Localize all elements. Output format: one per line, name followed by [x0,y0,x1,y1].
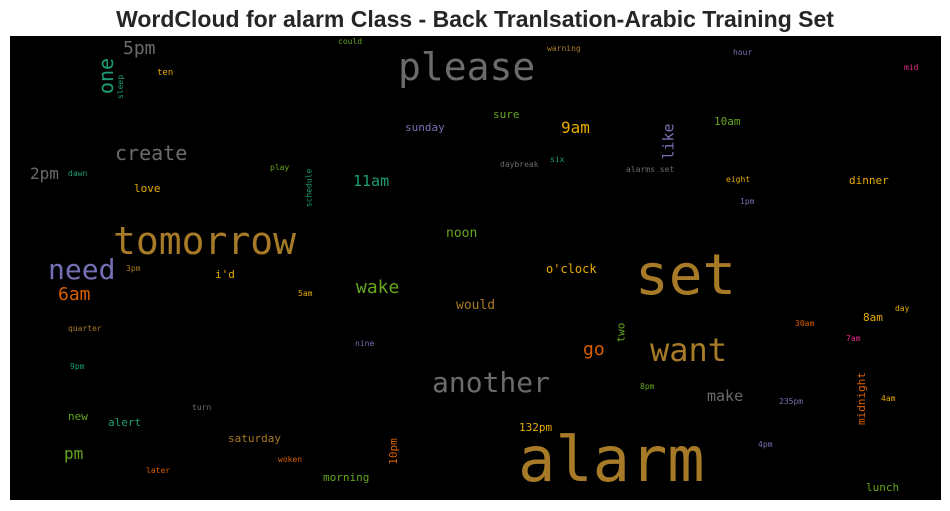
cloud-word: sunday [405,121,445,134]
cloud-word: 10am [714,115,741,128]
cloud-word: eight [726,175,751,184]
cloud-word: 7am [846,334,861,343]
chart-title: WordCloud for alarm Class - Back Tranlsa… [116,6,834,32]
cloud-word: ten [157,68,174,78]
cloud-word: 2pm [30,164,59,183]
cloud-word: 4pm [758,440,773,449]
cloud-word: sure [493,108,520,121]
cloud-word: sleep [116,74,126,100]
cloud-word: 4am [881,394,896,403]
cloud-word: 1pm [740,197,755,206]
cloud-word: quarter [68,324,102,333]
cloud-word: go [583,339,605,360]
cloud-word: make [707,387,744,405]
cloud-word: mid [904,63,919,72]
cloud-word: turn [192,403,212,412]
cloud-word: alarms set [626,165,675,174]
cloud-word: 11am [353,172,390,190]
cloud-word: alarm [518,423,705,496]
cloud-word: morning [323,471,370,484]
word-cloud-canvas: alarm set tomorrow please want another need cre… [10,36,941,500]
cloud-word: tomorrow [113,219,297,263]
cloud-word: could [338,37,363,46]
cloud-word: later [146,466,171,475]
cloud-word: schedule [304,168,314,208]
cloud-word: daybreak [500,160,539,169]
cloud-word: play [270,163,290,172]
cloud-word: wake [356,277,400,298]
cloud-word: noon [446,226,478,241]
cloud-word: dinner [849,174,889,187]
cloud-word: 10pm [386,438,400,465]
cloud-word: nine [355,339,375,348]
cloud-word: alert [108,416,142,429]
cloud-word: 9am [561,118,590,137]
cloud-word: like [659,123,678,160]
cloud-word: lunch [866,481,900,494]
cloud-word: one [94,57,119,95]
cloud-word: saturday [228,432,281,445]
cloud-word: 9pm [70,362,85,371]
cloud-word: 8am [863,311,883,324]
cloud-word: warning [547,44,581,53]
cloud-word: day [895,304,910,313]
cloud-word: 5am [298,289,313,298]
cloud-word: o'clock [546,262,597,276]
cloud-word: midnight [854,372,868,425]
cloud-word: dawn [68,169,88,178]
cloud-word: i'd [215,268,235,281]
cloud-word: 5pm [123,38,156,59]
cloud-word: pm [64,444,84,463]
cloud-word: please [398,45,536,89]
cloud-word: six [550,155,565,164]
cloud-word: hour [733,48,753,57]
cloud-word: two [614,322,628,343]
cloud-word: woken [278,455,303,464]
cloud-word: 132pm [519,421,553,434]
cloud-word: 8pm [640,382,655,391]
cloud-word: want [650,331,728,369]
cloud-word: need [48,253,116,286]
cloud-word: 6am [58,284,91,305]
cloud-word: new [68,410,88,423]
cloud-word: 30am [795,319,815,328]
cloud-word: 3pm [126,264,141,273]
cloud-word: create [115,141,188,165]
cloud-word: love [134,182,161,195]
cloud-word: another [432,366,551,399]
cloud-word: set [635,243,737,308]
cloud-word: 235pm [779,397,804,406]
cloud-word: would [456,298,496,313]
